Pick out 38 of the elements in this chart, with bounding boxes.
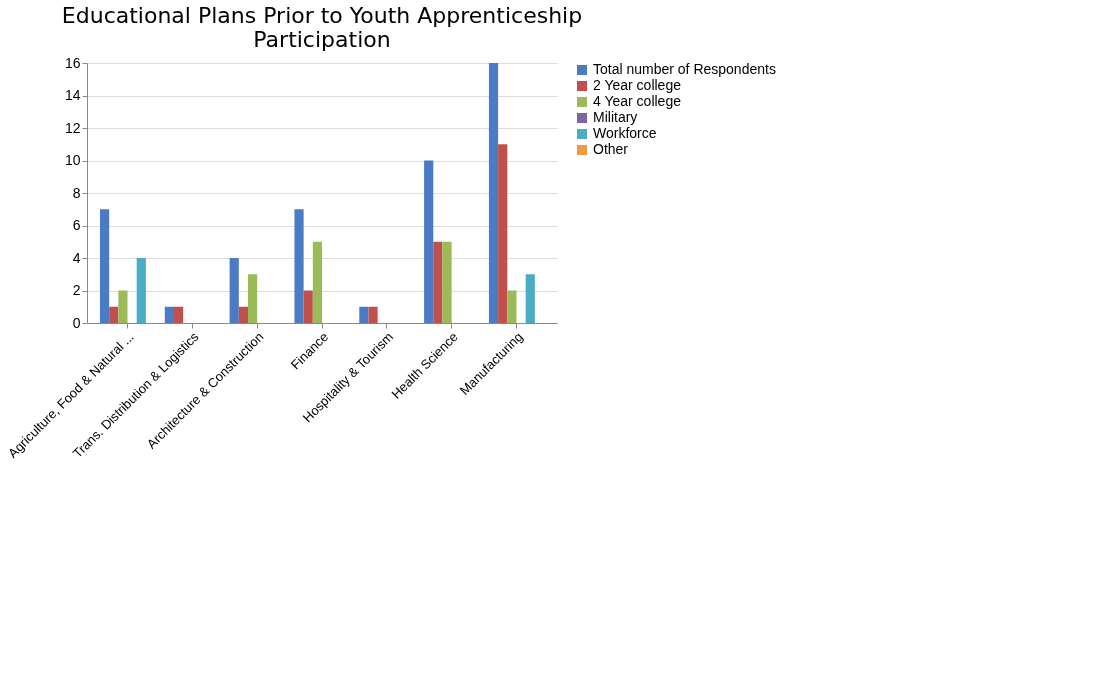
- bar: [507, 290, 517, 323]
- legend-label: 2 Year college: [593, 77, 682, 93]
- bar: [433, 241, 443, 323]
- bar: [136, 258, 146, 323]
- legend-label: Workforce: [593, 125, 657, 141]
- y-tick-label: 4: [72, 249, 81, 266]
- bar: [247, 274, 258, 323]
- legend-label: 4 Year college: [593, 93, 682, 109]
- bar: [312, 241, 322, 323]
- bar: [368, 306, 378, 323]
- text: Participation: [253, 27, 391, 52]
- bar: [498, 144, 508, 323]
- bar: [303, 290, 313, 323]
- legend-label: Total number of Respondents: [593, 61, 776, 77]
- y-tick-label: 14: [64, 87, 81, 103]
- bar: [442, 241, 452, 323]
- bar: [424, 160, 434, 323]
- bar: [109, 306, 119, 323]
- y-tick-label: 12: [64, 119, 81, 136]
- bar: [118, 290, 128, 323]
- y-tick-label: 0: [72, 314, 81, 331]
- y-tick-label: 6: [72, 217, 81, 233]
- legend-label: Military: [593, 109, 638, 125]
- y-tick-label: 10: [64, 152, 81, 168]
- text: Educational Plans Prior to Youth Apprenticeship: [61, 3, 583, 28]
- bar: [99, 209, 110, 323]
- bar: [229, 258, 239, 323]
- bar: [525, 274, 535, 323]
- bar: [164, 306, 174, 323]
- bar: [359, 306, 369, 323]
- legend-label: Other: [593, 141, 629, 157]
- y-tick-label: 2: [72, 282, 81, 298]
- bar: [173, 306, 184, 323]
- y-tick-label: 16: [64, 54, 81, 71]
- bar: [488, 63, 499, 323]
- y-tick-label: 8: [72, 184, 81, 201]
- bar: [294, 209, 304, 323]
- bar: [238, 306, 248, 323]
